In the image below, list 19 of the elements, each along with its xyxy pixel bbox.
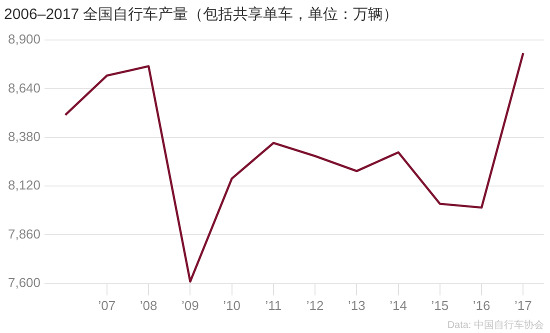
y-tick-label: 7,860 <box>8 226 41 242</box>
text: Data: 中国自行车协会 <box>447 318 544 331</box>
x-tick-label: ’12 <box>306 298 324 313</box>
y-tick-label: 7,600 <box>8 274 41 290</box>
y-tick-label: 8,640 <box>8 80 41 96</box>
chart-title: 2006–2017 全国自行车产量（包括共享单车，单位：万辆） <box>4 6 398 24</box>
x-tick-label: ’09 <box>182 298 199 313</box>
x-tick-label: ’16 <box>472 298 490 313</box>
x-tick-label: ’07 <box>98 298 116 313</box>
x-tick-label: ’13 <box>348 298 366 313</box>
x-tick-label: ’14 <box>390 298 407 313</box>
y-tick-label: 8,900 <box>8 32 41 47</box>
x-tick-label: ’11 <box>265 298 282 313</box>
x-tick-label: ’10 <box>223 298 241 313</box>
y-tick-label: 8,120 <box>8 178 41 193</box>
x-tick-label: ’08 <box>140 298 158 313</box>
x-tick-label: ’17 <box>514 298 532 313</box>
x-tick-label: ’15 <box>431 298 449 313</box>
y-tick-label: 8,380 <box>8 128 41 144</box>
